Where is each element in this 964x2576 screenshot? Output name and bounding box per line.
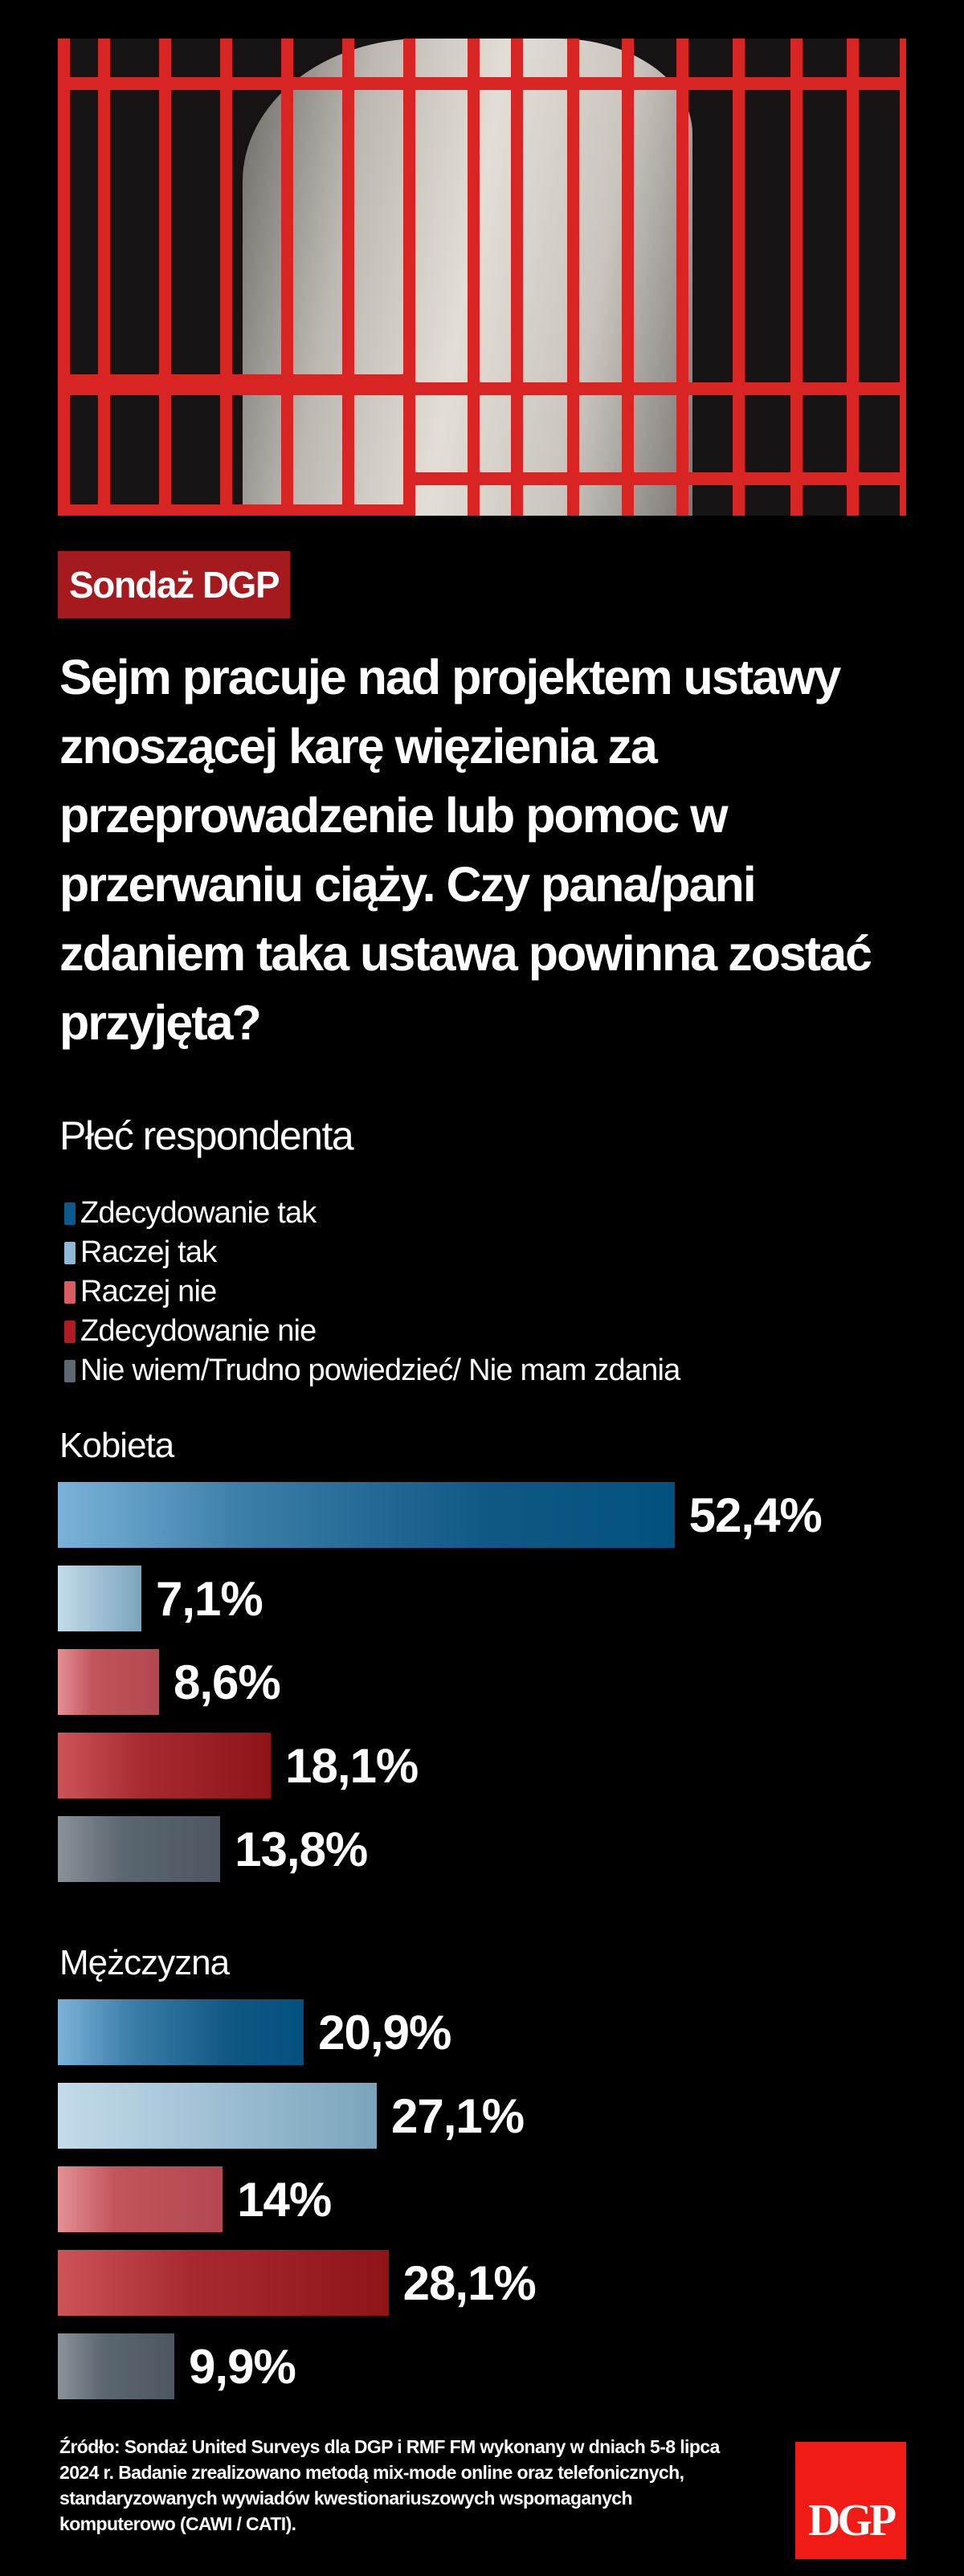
dgp-logo: DGP xyxy=(795,2442,906,2559)
poll-badge: Sondaż DGP xyxy=(58,551,291,618)
prison-bar xyxy=(342,39,354,516)
prison-bar xyxy=(511,39,523,516)
prison-bar xyxy=(676,39,688,516)
bars-men: 20,9% 27,1% 14% 28,1% 9,9% xyxy=(58,1999,537,2417)
bar xyxy=(58,1999,304,2065)
legend-label: Nie wiem/Trudno powiedzieć/ Nie mam zdan… xyxy=(80,1353,680,1387)
prison-bar xyxy=(790,39,803,516)
bar xyxy=(58,1566,141,1631)
prison-bar xyxy=(733,39,745,516)
header-photo xyxy=(58,39,906,516)
legend-item: Raczej nie xyxy=(64,1272,680,1312)
prison-bar xyxy=(98,39,110,516)
bars-women: 52,4% 7,1% 8,6% 18,1% 13,8% xyxy=(58,1482,823,1900)
prison-bar xyxy=(900,39,906,516)
bar-value-label: 14% xyxy=(237,2172,332,2227)
legend-item: Raczej tak xyxy=(64,1233,680,1272)
chart-legend: Zdecydowanie tak Raczej tak Raczej nie Zdec… xyxy=(64,1194,680,1390)
legend-item: Zdecydowanie tak xyxy=(64,1194,680,1233)
bar-value-label: 8,6% xyxy=(173,1655,281,1709)
prison-bar xyxy=(468,39,480,516)
legend-swatch-icon xyxy=(64,1320,76,1343)
bar xyxy=(58,2250,389,2316)
bar-row: 18,1% xyxy=(58,1733,822,1798)
legend-label: Zdecydowanie nie xyxy=(80,1314,317,1348)
bar-value-label: 27,1% xyxy=(391,2088,525,2143)
prison-crossbar xyxy=(406,472,906,485)
legend-swatch-icon xyxy=(64,1241,76,1264)
prison-bar xyxy=(567,39,579,516)
bar-value-label: 9,9% xyxy=(189,2339,296,2394)
poll-question: Sejm pracuje nad projektem ustawy znoszą… xyxy=(59,650,872,1050)
bar xyxy=(58,1482,675,1548)
prison-bar xyxy=(281,39,293,516)
group-label-women: Kobieta xyxy=(59,1426,174,1465)
bar-row: 28,1% xyxy=(58,2250,537,2316)
bar xyxy=(58,2166,223,2232)
bar-row: 8,6% xyxy=(58,1649,822,1715)
legend-swatch-icon xyxy=(64,1202,76,1225)
prison-crossbar xyxy=(58,374,406,387)
bar-row: 27,1% xyxy=(58,2083,536,2149)
group-label-men: Mężczyzna xyxy=(59,1943,230,1982)
prison-bar xyxy=(403,39,415,516)
legend-swatch-icon xyxy=(64,1280,76,1304)
prison-bar xyxy=(220,39,232,516)
prison-crossbar xyxy=(58,77,906,90)
bar xyxy=(58,2333,175,2399)
prison-bar xyxy=(847,39,859,516)
dgp-logo-text: DGP xyxy=(807,2496,897,2545)
chart-subtitle: Płeć respondenta xyxy=(59,1113,354,1158)
bar-row: 14% xyxy=(58,2166,536,2232)
legend-label: Raczej nie xyxy=(80,1275,217,1308)
prison-crossbar xyxy=(58,504,406,516)
bar-row: 9,9% xyxy=(58,2333,536,2399)
bar xyxy=(58,1816,221,1882)
prison-bar xyxy=(159,39,171,516)
bar-value-label: 13,8% xyxy=(235,1822,368,1876)
bar-row: 20,9% xyxy=(58,1999,536,2065)
bar-row: 52,4% xyxy=(58,1482,823,1548)
bar-value-label: 18,1% xyxy=(285,1738,419,1793)
bar xyxy=(58,2083,377,2149)
legend-swatch-icon xyxy=(64,1359,76,1382)
bar-value-label: 52,4% xyxy=(688,1488,823,1542)
badge-label: Sondaż DGP xyxy=(69,564,280,606)
legend-item: Nie wiem/Trudno powiedzieć/ Nie mam zdan… xyxy=(64,1351,680,1390)
bar-value-label: 28,1% xyxy=(402,2256,537,2310)
bar xyxy=(58,1649,159,1715)
bar-row: 7,1% xyxy=(58,1566,822,1631)
bar-row: 13,8% xyxy=(58,1816,822,1882)
legend-label: Zdecydowanie tak xyxy=(80,1196,317,1230)
bar-value-label: 20,9% xyxy=(318,2005,451,2060)
legend-item: Zdecydowanie nie xyxy=(64,1312,680,1351)
prison-bar xyxy=(58,39,70,516)
bar xyxy=(58,1733,272,1798)
legend-label: Raczej tak xyxy=(80,1235,217,1269)
source-note: Źródło: Sondaż United Surveys dla DGP i … xyxy=(59,2436,720,2534)
prison-bar xyxy=(622,39,634,516)
bar-value-label: 7,1% xyxy=(156,1571,263,1626)
